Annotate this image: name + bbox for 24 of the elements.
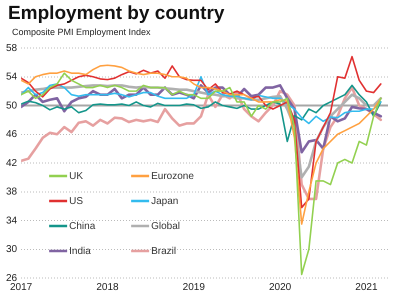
legend-label: China <box>69 220 96 232</box>
x-tick-label: 2018 <box>96 282 120 293</box>
x-tick-label: 2021 <box>355 282 378 293</box>
y-tick-label: 46 <box>6 129 18 140</box>
y-tick-label: 58 <box>6 42 18 54</box>
y-axis-title: Composite PMI Employment Index <box>12 27 151 37</box>
y-tick-label: 34 <box>6 215 18 226</box>
legend-label: Global <box>151 220 180 232</box>
x-tick-label: 2017 <box>10 282 33 293</box>
legend-label: US <box>69 196 84 207</box>
legend-label: Japan <box>151 196 178 207</box>
y-tick-label: 30 <box>6 244 18 255</box>
y-tick-label: 50 <box>6 100 18 112</box>
y-tick-label: 54 <box>6 72 18 82</box>
x-tick-label: 2020 <box>268 282 292 293</box>
chart-title: Employment by country <box>8 3 224 25</box>
legend-label: Eurozone <box>151 170 194 182</box>
legend-label: UK <box>69 170 84 182</box>
legend-label: Brazil <box>151 246 176 257</box>
y-tick-label: 38 <box>6 186 18 198</box>
y-tick-label: 42 <box>6 158 18 169</box>
y-tick-label: 26 <box>6 272 18 284</box>
x-tick-label: 2019 <box>182 282 206 293</box>
legend-label: India <box>69 246 92 257</box>
